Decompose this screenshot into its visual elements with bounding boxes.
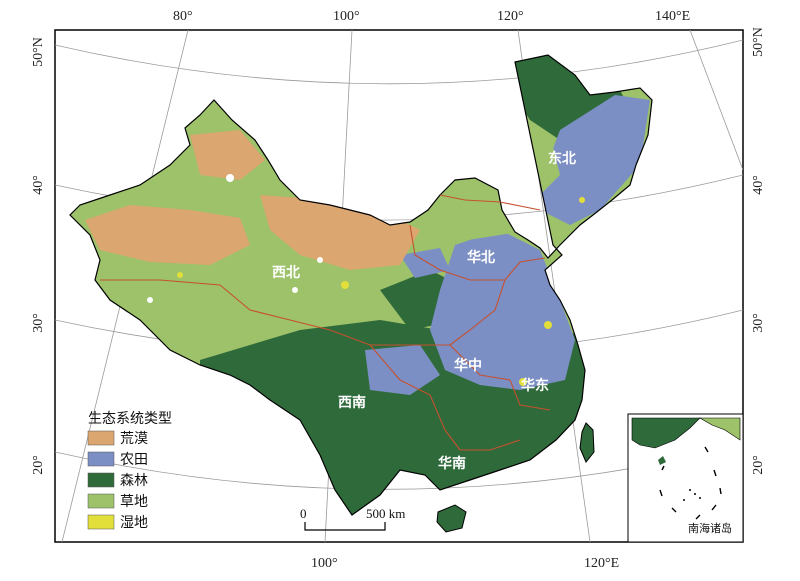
- region-label-central: 华中: [454, 357, 482, 374]
- inset-label: 南海诸岛: [688, 521, 732, 535]
- legend-item-wetland: 湿地: [87, 514, 148, 531]
- svg-text:荒漠: 荒漠: [120, 431, 148, 447]
- forest-southwest: [230, 340, 360, 400]
- svg-text:100°: 100°: [333, 9, 360, 24]
- legend-item-farmland: 农田: [87, 451, 148, 468]
- svg-text:40°: 40°: [31, 175, 46, 195]
- farmland-north-china: [430, 230, 575, 390]
- region-label-northeast: 东北: [548, 150, 576, 167]
- svg-text:农田: 农田: [120, 452, 148, 468]
- region-label-north: 华北: [467, 249, 495, 266]
- svg-text:50°N: 50°N: [751, 27, 766, 57]
- desert-dzungaria: [190, 130, 265, 180]
- inset-dash-line: [659, 446, 722, 520]
- svg-text:40°: 40°: [751, 175, 766, 195]
- legend-item-forest: 森林: [87, 472, 148, 489]
- svg-text:120°: 120°: [497, 9, 524, 24]
- svg-text:森林: 森林: [120, 473, 148, 489]
- legend-title: 生态系统类型: [88, 411, 172, 427]
- svg-text:20°: 20°: [751, 455, 766, 475]
- longitude-ticks-top: 80° 100° 120° 140°E: [173, 9, 690, 24]
- svg-text:120°E: 120°E: [584, 556, 619, 571]
- svg-text:30°: 30°: [31, 313, 46, 333]
- hainan-island: [436, 504, 467, 533]
- region-label-south: 华南: [438, 455, 466, 472]
- svg-text:100°: 100°: [311, 556, 338, 571]
- desert-tarim: [85, 205, 250, 265]
- legend: 生态系统类型 荒漠 农田 森林 草地 湿地: [87, 411, 172, 531]
- svg-text:草地: 草地: [120, 494, 148, 510]
- farmland-sichuan: [365, 345, 440, 395]
- svg-text:湿地: 湿地: [120, 515, 148, 531]
- south-china-sea-inset: 南海诸岛: [627, 413, 744, 543]
- svg-text:50°N: 50°N: [31, 37, 46, 67]
- svg-text:30°: 30°: [751, 313, 766, 333]
- svg-text:80°: 80°: [173, 9, 193, 24]
- taiwan-island: [579, 422, 595, 463]
- region-label-northwest: 西北: [272, 265, 300, 281]
- farmland-hetao: [400, 248, 450, 278]
- legend-item-grassland: 草地: [87, 493, 148, 510]
- svg-text:140°E: 140°E: [655, 9, 690, 24]
- farmland-northeast: [540, 95, 650, 225]
- svg-text:0: 0: [300, 506, 307, 521]
- longitude-ticks-bottom: 100° 120°E: [311, 556, 619, 571]
- region-label-east: 华东: [521, 377, 549, 394]
- latitude-ticks-left: 50°N 40° 30° 20°: [31, 37, 46, 475]
- svg-text:20°: 20°: [31, 455, 46, 475]
- region-labels: 东北 华北 西北 华中 华东 西南 华南: [272, 150, 576, 472]
- latitude-ticks-right: 50°N 40° 30° 20°: [751, 27, 766, 475]
- region-boundaries: [100, 194, 551, 451]
- scale-bar: 0 500 km: [300, 506, 405, 531]
- svg-text:500 km: 500 km: [366, 506, 405, 521]
- legend-item-desert: 荒漠: [87, 430, 148, 447]
- region-label-southwest: 西南: [338, 394, 366, 411]
- islands: [436, 422, 595, 533]
